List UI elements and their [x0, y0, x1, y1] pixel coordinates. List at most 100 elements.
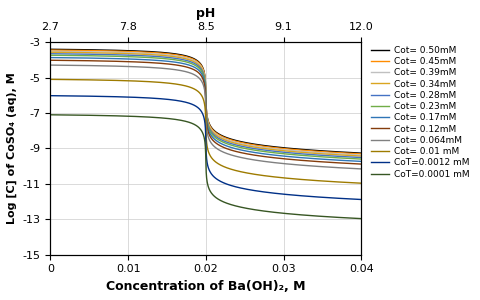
CoT=0.0012 mM: [101, 95, 107, 98]
Cot= 0.064mM: [48, 63, 53, 67]
Cot= 0.23mM: [318, 155, 324, 159]
Cot= 0.39mM: [180, 55, 186, 59]
Cot= 0.12mM: [101, 59, 107, 63]
Cot= 0.01 mM: [180, 83, 186, 87]
CoT=0.0001 mM: [358, 217, 363, 220]
Cot= 0.12mM: [358, 162, 363, 166]
Cot= 0.50mM: [83, 48, 89, 52]
Cot= 0.34mM: [318, 152, 324, 156]
Cot= 0.39mM: [318, 151, 324, 154]
Cot= 0.50mM: [351, 151, 357, 154]
Cot= 0.50mM: [180, 53, 186, 57]
Line: Cot= 0.01 mM: Cot= 0.01 mM: [50, 80, 360, 183]
Cot= 0.17mM: [318, 157, 324, 161]
Cot= 0.12mM: [48, 58, 53, 62]
Cot= 0.01 mM: [101, 78, 107, 82]
Cot= 0.064mM: [318, 165, 324, 169]
CoT=0.0001 mM: [101, 114, 107, 117]
CoT=0.0001 mM: [167, 117, 172, 121]
Cot= 0.01 mM: [83, 78, 89, 82]
Cot= 0.45mM: [48, 48, 53, 52]
X-axis label: Concentration of Ba(OH)₂, M: Concentration of Ba(OH)₂, M: [106, 280, 305, 293]
CoT=0.0012 mM: [167, 98, 172, 101]
Cot= 0.39mM: [83, 50, 89, 53]
CoT=0.0012 mM: [48, 94, 53, 98]
Line: Cot= 0.12mM: Cot= 0.12mM: [50, 60, 360, 164]
Cot= 0.28mM: [318, 154, 324, 157]
Cot= 0.45mM: [167, 52, 172, 56]
Cot= 0.28mM: [180, 58, 186, 61]
Cot= 0.064mM: [351, 167, 357, 170]
Cot= 0.12mM: [83, 59, 89, 62]
Cot= 0.28mM: [167, 56, 172, 59]
Line: Cot= 0.39mM: Cot= 0.39mM: [50, 51, 360, 155]
Cot= 0.064mM: [180, 69, 186, 73]
Cot= 0.23mM: [351, 157, 357, 160]
Cot= 0.34mM: [48, 50, 53, 54]
Cot= 0.39mM: [358, 153, 363, 157]
CoT=0.0012 mM: [180, 100, 186, 103]
Cot= 0.45mM: [101, 49, 107, 53]
Cot= 0.50mM: [101, 48, 107, 52]
Cot= 0.23mM: [180, 59, 186, 63]
Cot= 0.01 mM: [351, 181, 357, 185]
Cot= 0.01 mM: [318, 179, 324, 183]
Cot= 0.39mM: [351, 153, 357, 157]
Cot= 0.17mM: [83, 56, 89, 60]
Cot= 0.17mM: [48, 56, 53, 59]
CoT=0.0012 mM: [83, 94, 89, 98]
CoT=0.0001 mM: [351, 217, 357, 220]
Cot= 0.45mM: [180, 54, 186, 58]
Line: Cot= 0.17mM: Cot= 0.17mM: [50, 58, 360, 161]
Cot= 0.28mM: [48, 52, 53, 56]
Cot= 0.50mM: [318, 149, 324, 153]
X-axis label: pH: pH: [196, 7, 215, 20]
Cot= 0.34mM: [180, 56, 186, 60]
Legend: Cot= 0.50mM, Cot= 0.45mM, Cot= 0.39mM, Cot= 0.34mM, Cot= 0.28mM, Cot= 0.23mM, Co: Cot= 0.50mM, Cot= 0.45mM, Cot= 0.39mM, C…: [367, 42, 472, 182]
Cot= 0.064mM: [358, 167, 363, 171]
Cot= 0.064mM: [83, 64, 89, 67]
CoT=0.0012 mM: [351, 197, 357, 201]
Cot= 0.34mM: [358, 154, 363, 158]
Cot= 0.39mM: [167, 53, 172, 57]
Cot= 0.45mM: [351, 152, 357, 155]
Cot= 0.39mM: [101, 50, 107, 54]
CoT=0.0012 mM: [318, 195, 324, 199]
Cot= 0.45mM: [358, 152, 363, 156]
CoT=0.0001 mM: [48, 113, 53, 117]
Cot= 0.01 mM: [48, 78, 53, 81]
Line: Cot= 0.45mM: Cot= 0.45mM: [50, 50, 360, 154]
Cot= 0.064mM: [101, 64, 107, 68]
CoT=0.0001 mM: [83, 113, 89, 117]
Cot= 0.12mM: [318, 160, 324, 164]
Cot= 0.01 mM: [167, 82, 172, 85]
CoT=0.0012 mM: [358, 198, 363, 201]
Cot= 0.23mM: [83, 54, 89, 58]
Cot= 0.17mM: [167, 60, 172, 63]
Y-axis label: Log [C] of CoSO₄ (aq), M: Log [C] of CoSO₄ (aq), M: [7, 73, 17, 224]
Line: CoT=0.0012 mM: CoT=0.0012 mM: [50, 96, 360, 200]
CoT=0.0001 mM: [318, 214, 324, 218]
Cot= 0.34mM: [83, 51, 89, 55]
CoT=0.0001 mM: [180, 119, 186, 122]
Cot= 0.23mM: [101, 54, 107, 58]
Cot= 0.01 mM: [358, 182, 363, 185]
Cot= 0.23mM: [167, 57, 172, 61]
Cot= 0.23mM: [358, 157, 363, 161]
Line: Cot= 0.064mM: Cot= 0.064mM: [50, 65, 360, 169]
Cot= 0.23mM: [48, 53, 53, 57]
Line: Cot= 0.34mM: Cot= 0.34mM: [50, 52, 360, 156]
Cot= 0.39mM: [48, 50, 53, 53]
Cot= 0.12mM: [351, 162, 357, 166]
Cot= 0.12mM: [180, 64, 186, 68]
Cot= 0.064mM: [167, 67, 172, 71]
Cot= 0.34mM: [167, 54, 172, 58]
Cot= 0.45mM: [83, 49, 89, 52]
Cot= 0.50mM: [167, 51, 172, 55]
Line: Cot= 0.50mM: Cot= 0.50mM: [50, 49, 360, 153]
Cot= 0.50mM: [48, 47, 53, 51]
Cot= 0.17mM: [101, 56, 107, 60]
Line: Cot= 0.28mM: Cot= 0.28mM: [50, 54, 360, 158]
Cot= 0.12mM: [167, 62, 172, 66]
Cot= 0.28mM: [101, 53, 107, 56]
